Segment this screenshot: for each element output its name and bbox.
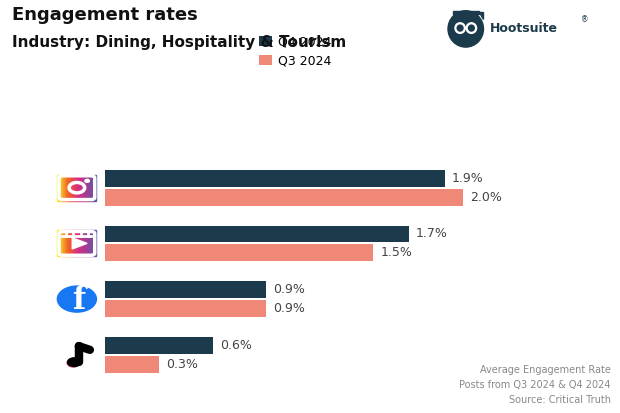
Text: 0.3%: 0.3% [166, 358, 198, 371]
Bar [65, 230, 67, 256]
Bar [94, 230, 97, 256]
Bar [63, 175, 65, 201]
Bar [73, 230, 75, 256]
Bar [77, 175, 79, 201]
Text: f: f [73, 285, 86, 316]
Bar [79, 230, 81, 256]
Bar [105, 244, 373, 261]
Bar [91, 175, 92, 201]
Circle shape [85, 179, 89, 183]
Circle shape [58, 286, 97, 312]
Legend: Q4 2024, Q3 2024: Q4 2024, Q3 2024 [254, 31, 337, 73]
Bar [63, 230, 65, 256]
Circle shape [68, 358, 81, 367]
Text: 1.7%: 1.7% [416, 228, 448, 240]
Text: Hootsuite: Hootsuite [490, 22, 558, 36]
Text: 0.9%: 0.9% [273, 302, 305, 315]
Bar [85, 175, 87, 201]
Bar [75, 230, 77, 256]
Text: 0.9%: 0.9% [273, 283, 305, 296]
Bar [69, 230, 71, 256]
Text: Engagement rates: Engagement rates [12, 6, 198, 24]
Bar [82, 230, 85, 256]
Bar [105, 300, 266, 317]
Bar [89, 175, 91, 201]
Bar [105, 281, 266, 298]
Bar [79, 175, 81, 201]
Bar [81, 175, 82, 201]
Circle shape [469, 25, 474, 31]
Bar [105, 170, 445, 187]
Bar [92, 230, 94, 256]
Bar [105, 189, 463, 206]
Bar [77, 230, 79, 256]
Text: 1.9%: 1.9% [452, 172, 484, 185]
Bar [105, 225, 409, 242]
Bar [61, 230, 63, 256]
Bar [92, 175, 94, 201]
Circle shape [455, 23, 465, 33]
Circle shape [69, 358, 81, 366]
Bar [67, 230, 69, 256]
Text: Industry: Dining, Hospitality & Tourism: Industry: Dining, Hospitality & Tourism [12, 35, 347, 50]
Bar [73, 175, 75, 201]
Bar [85, 230, 87, 256]
Bar [87, 175, 89, 201]
Circle shape [457, 25, 463, 31]
Circle shape [67, 359, 79, 367]
Text: Average Engagement Rate
Posts from Q3 2024 & Q4 2024
Source: Critical Truth: Average Engagement Rate Posts from Q3 20… [459, 365, 611, 405]
Bar [89, 230, 91, 256]
Text: 2.0%: 2.0% [470, 191, 502, 204]
Bar [69, 175, 71, 201]
Bar [105, 337, 213, 354]
Bar [105, 356, 159, 373]
Bar [82, 175, 85, 201]
Bar [67, 175, 69, 201]
Bar [75, 175, 77, 201]
Bar [81, 230, 82, 256]
Circle shape [466, 23, 477, 33]
Bar [60, 175, 61, 201]
Polygon shape [73, 238, 87, 249]
Text: ®: ® [581, 15, 588, 24]
Bar [94, 175, 97, 201]
Text: 0.6%: 0.6% [219, 339, 252, 352]
Circle shape [448, 11, 484, 47]
Bar [87, 230, 89, 256]
Polygon shape [479, 12, 484, 19]
Bar [61, 175, 63, 201]
Bar [60, 230, 61, 256]
Polygon shape [453, 11, 479, 14]
Bar [58, 175, 60, 201]
Bar [58, 230, 60, 256]
Bar [71, 230, 73, 256]
Bar [65, 175, 67, 201]
Bar [91, 230, 92, 256]
Text: 1.5%: 1.5% [381, 246, 412, 259]
Bar [71, 175, 73, 201]
